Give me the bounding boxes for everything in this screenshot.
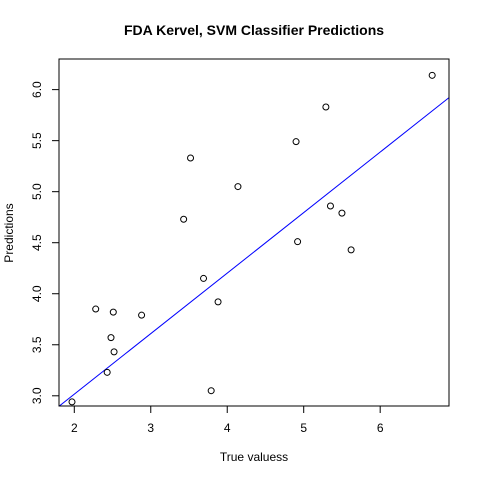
plot-frame — [58, 58, 450, 407]
data-point-3 — [107, 334, 115, 342]
data-point-13 — [292, 138, 300, 146]
x-tick-label-1: 3 — [147, 421, 154, 435]
data-point-19 — [428, 71, 436, 79]
fit-line-group — [59, 97, 449, 406]
data-point-10 — [207, 387, 215, 395]
axes: 2 3 4 5 6 3.0 3.5 4.0 4.5 5.0 5.5 6.0 — [30, 81, 384, 435]
data-point-11 — [214, 298, 222, 306]
y-tick-label-0: 3.0 — [30, 387, 44, 404]
data-point-12 — [234, 183, 242, 191]
fit-line — [59, 97, 449, 406]
data-point-0 — [68, 398, 76, 406]
y-tick-label-6: 6.0 — [30, 81, 44, 98]
y-axis-label: Predictions — [2, 203, 16, 262]
data-point-15 — [322, 103, 330, 111]
data-point-1 — [92, 305, 100, 313]
data-point-5 — [110, 348, 118, 356]
y-tick-label-4: 5.0 — [30, 183, 44, 200]
data-point-14 — [294, 238, 302, 246]
data-point-9 — [200, 274, 208, 282]
chart-title: FDA Kervel, SVM Classifier Predictions — [124, 22, 384, 38]
data-point-6 — [138, 311, 146, 319]
x-tick-label-2: 4 — [224, 421, 231, 435]
data-point-16 — [326, 202, 334, 210]
x-axis-label: True valuess — [220, 450, 288, 464]
y-tick-label-2: 4.0 — [30, 285, 44, 302]
data-point-4 — [109, 308, 117, 316]
data-points — [68, 71, 436, 406]
data-point-18 — [347, 246, 355, 254]
data-point-8 — [187, 154, 195, 162]
data-point-17 — [338, 209, 346, 217]
x-tick-label-0: 2 — [71, 421, 78, 435]
x-tick-label-4: 6 — [377, 421, 384, 435]
data-point-2 — [103, 368, 111, 376]
x-tick-label-3: 5 — [300, 421, 307, 435]
y-tick-label-5: 5.5 — [30, 132, 44, 149]
y-tick-label-1: 3.5 — [30, 336, 44, 353]
data-point-7 — [180, 215, 188, 223]
y-tick-label-3: 4.5 — [30, 234, 44, 251]
